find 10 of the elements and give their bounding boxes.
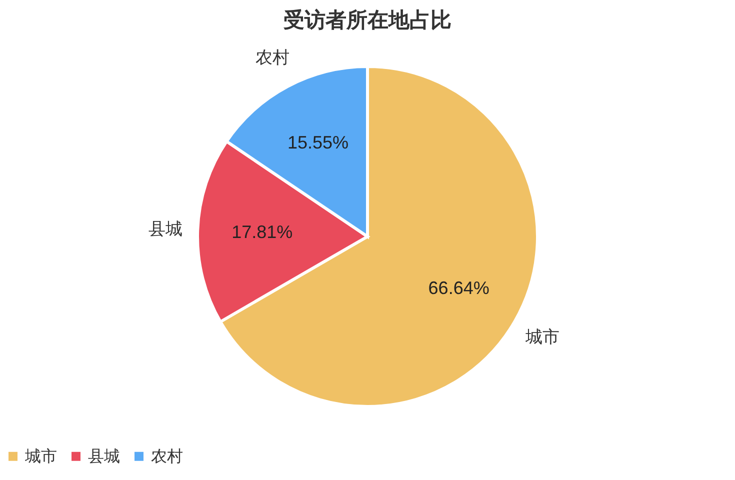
- slice-label: 城市: [524, 327, 560, 348]
- data-label: 15.55%: [288, 132, 349, 152]
- data-label: 66.64%: [428, 278, 490, 298]
- data-label: 17.81%: [232, 222, 293, 242]
- legend-label: 农村: [151, 446, 183, 466]
- legend-label: 城市: [24, 446, 57, 466]
- chart-title: 受访者所在地占比: [284, 8, 452, 32]
- legend-label: 县城: [88, 446, 120, 466]
- slice-label: 农村: [256, 48, 290, 68]
- slice-label: 县城: [148, 220, 183, 240]
